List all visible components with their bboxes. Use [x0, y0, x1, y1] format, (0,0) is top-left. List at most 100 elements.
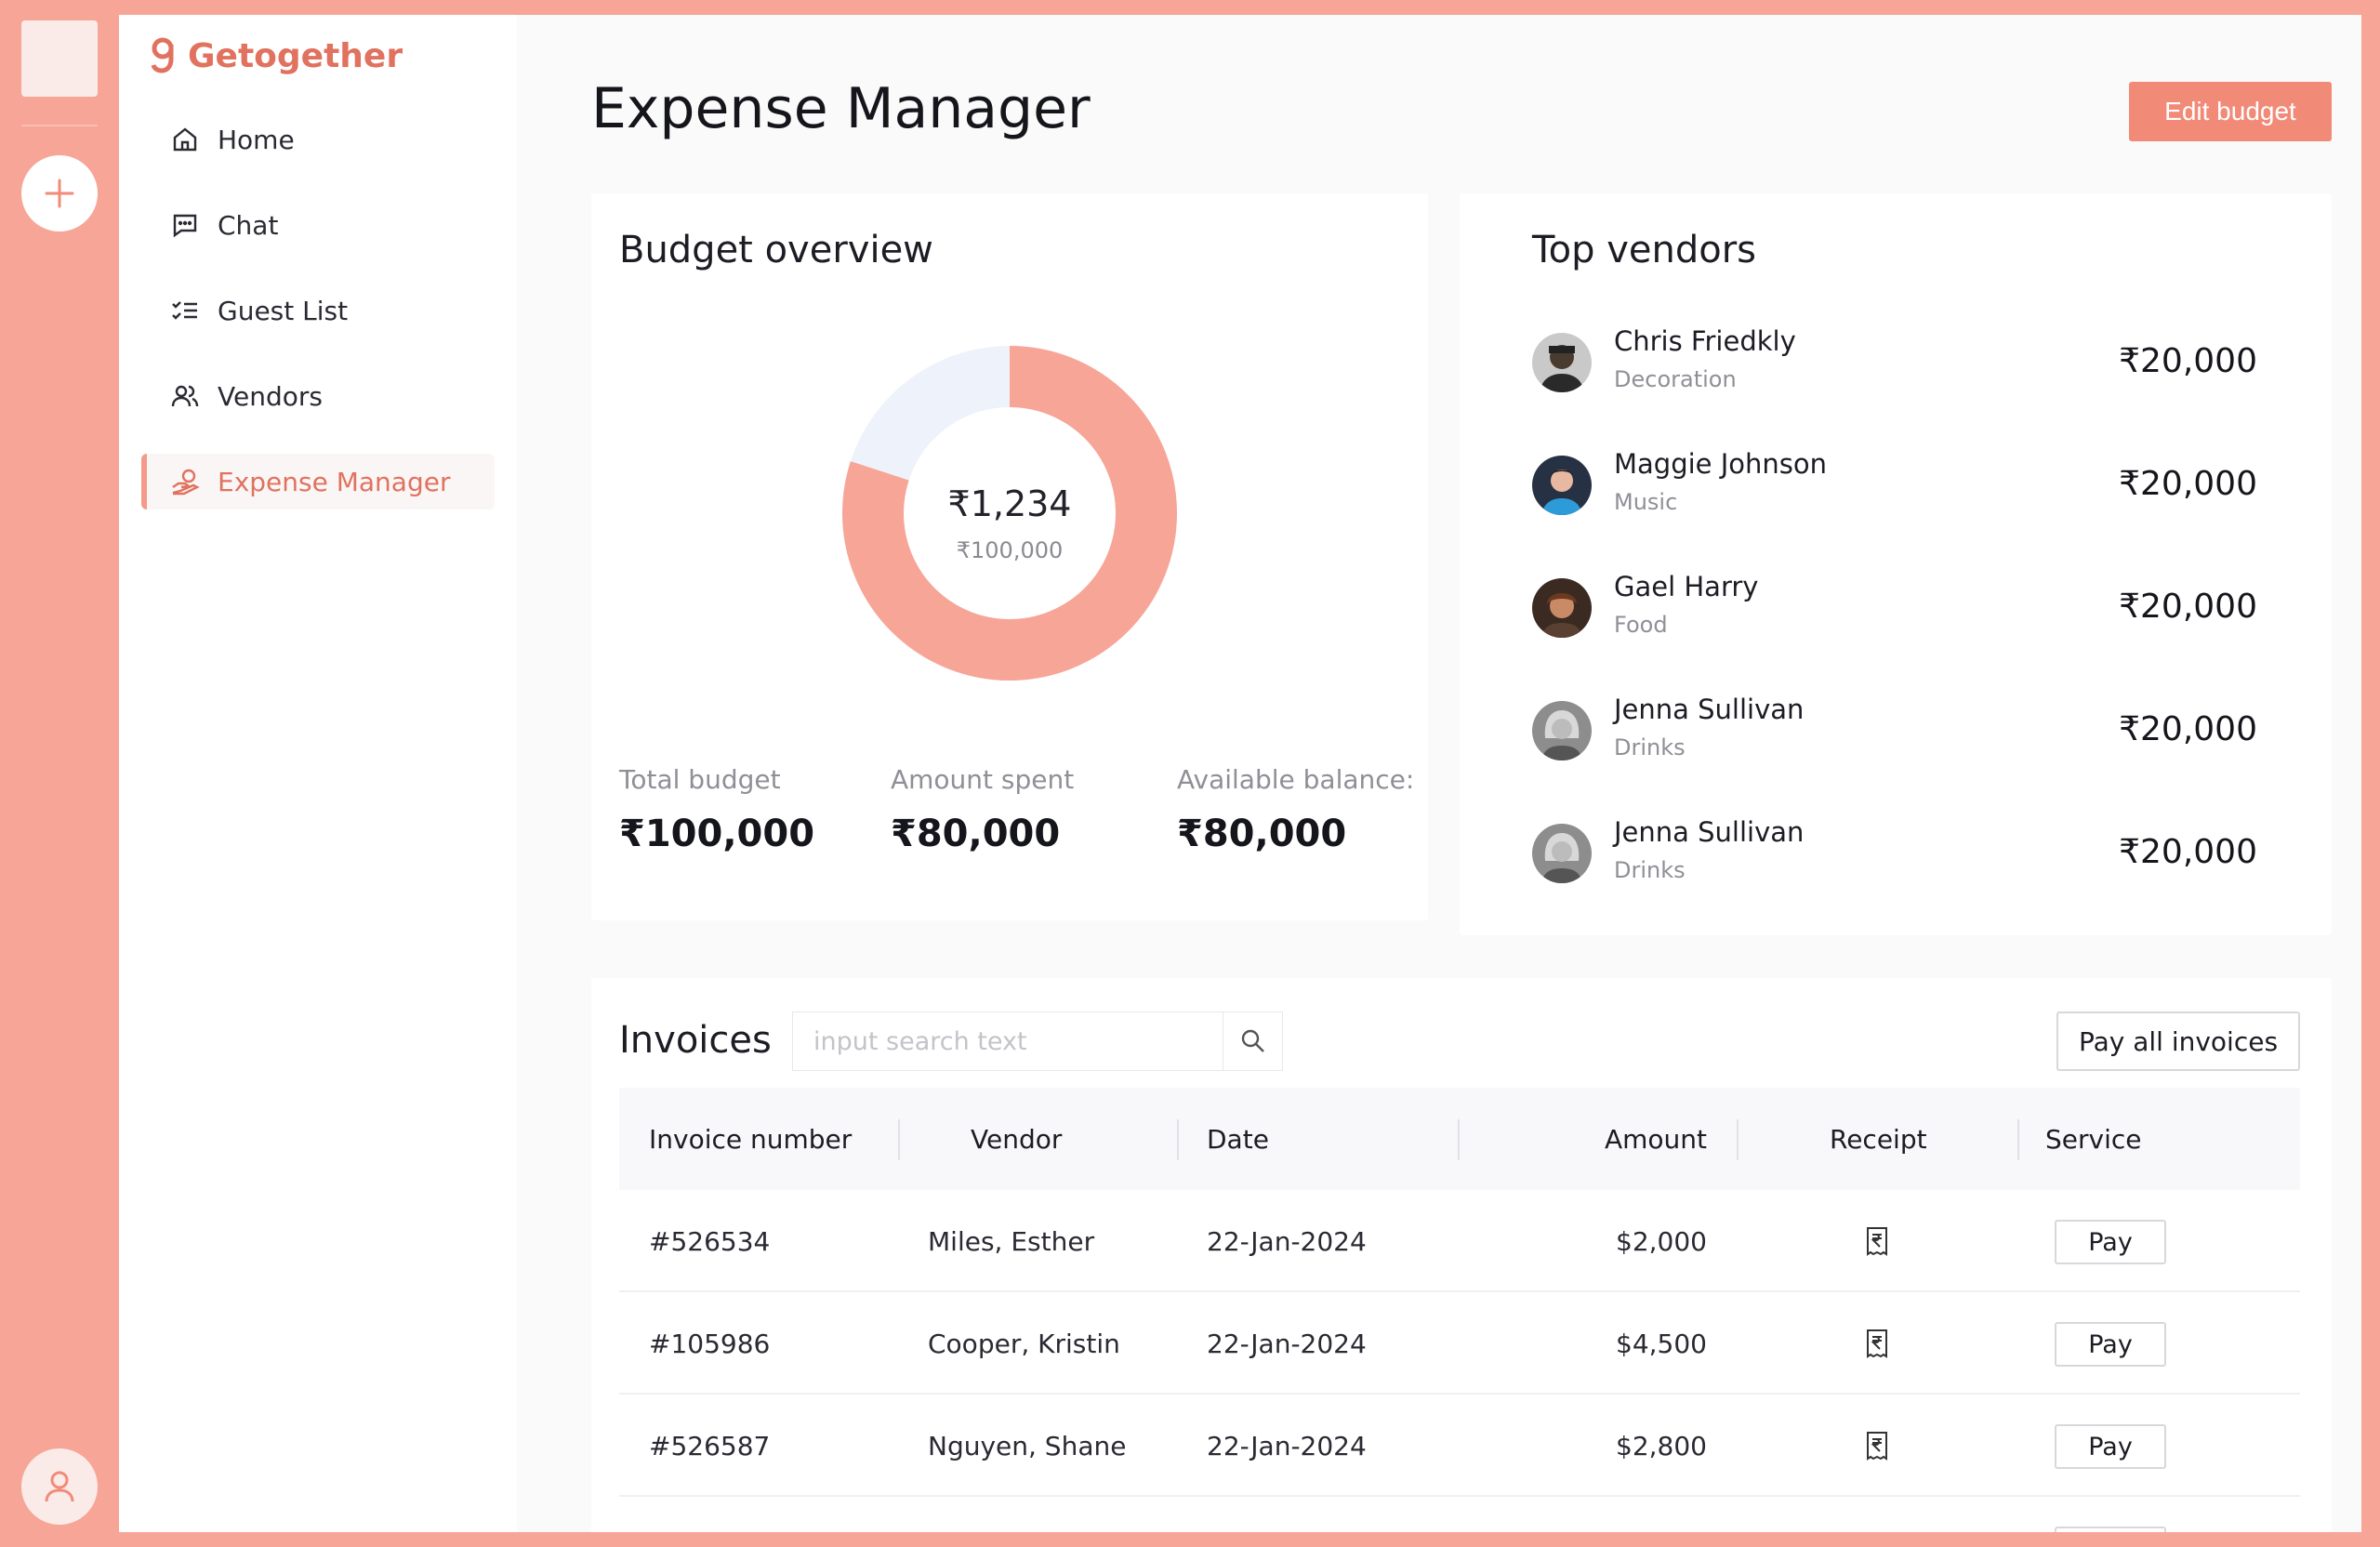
avatar: [1532, 333, 1592, 392]
sidebar: Getogether Home Chat Guest List Vendors …: [119, 15, 517, 1532]
vendor-row[interactable]: Gael Harry Food ₹20,000: [1532, 567, 2257, 651]
donut-center-total: ₹100,000: [956, 537, 1064, 563]
nav-item-label: Vendors: [218, 380, 323, 412]
app-rail: [0, 0, 119, 1547]
vendor-category: Drinks: [1614, 857, 1686, 883]
vendor-row[interactable]: Jenna Sullivan Drinks ₹20,000: [1532, 813, 2257, 896]
nav-item-label: Chat: [218, 209, 279, 241]
total-budget-label: Total budget: [619, 764, 781, 795]
table-row: [619, 1497, 2300, 1532]
rail-divider: [21, 125, 98, 126]
invoice-amount: $2,800: [1616, 1430, 1707, 1461]
invoice-number: #105986: [649, 1328, 771, 1359]
vendor-category: Music: [1614, 489, 1678, 515]
pay-button[interactable]: Pay: [2055, 1424, 2166, 1469]
available-balance-label: Available balance:: [1177, 764, 1415, 795]
invoices-card: Invoices Pay all invoices Invoice number…: [591, 978, 2332, 1532]
pay-button[interactable]: Pay: [2055, 1220, 2166, 1264]
invoice-date: 22-Jan-2024: [1207, 1430, 1367, 1461]
pay-button-partial[interactable]: [2055, 1527, 2166, 1532]
search-input[interactable]: [793, 1012, 1223, 1070]
nav-item-chat[interactable]: Chat: [141, 197, 495, 253]
donut-center-value: ₹1,234: [947, 483, 1072, 524]
home-icon: [169, 124, 201, 155]
nav-item-expense-manager[interactable]: Expense Manager: [141, 454, 495, 509]
column-header-invoice-number[interactable]: Invoice number: [649, 1123, 853, 1155]
column-divider: [1458, 1119, 1460, 1160]
invoice-search: [792, 1012, 1283, 1071]
avatar: [1532, 701, 1592, 760]
plus-icon: [45, 178, 74, 208]
amount-spent-label: Amount spent: [891, 764, 1075, 795]
main-content: Expense Manager Edit budget Budget overv…: [517, 15, 2361, 1532]
column-header-amount[interactable]: Amount: [1604, 1123, 1707, 1155]
vendor-name: Gael Harry: [1614, 571, 1759, 602]
nav-item-home[interactable]: Home: [141, 112, 495, 167]
vendor-name: Maggie Johnson: [1614, 448, 1828, 480]
pay-all-invoices-button[interactable]: Pay all invoices: [2056, 1012, 2300, 1071]
nav-item-vendors[interactable]: Vendors: [141, 368, 495, 424]
vendor-amount: ₹20,000: [2119, 588, 2257, 626]
amount-spent-value: ₹80,000: [891, 813, 1061, 855]
avatar: [1532, 578, 1592, 638]
vendor-row[interactable]: Chris Friedkly Decoration ₹20,000: [1532, 322, 2257, 405]
brand[interactable]: Getogether: [147, 35, 403, 76]
column-header-vendor[interactable]: Vendor: [971, 1123, 1063, 1155]
vendor-category: Decoration: [1614, 366, 1737, 392]
budget-overview-card: Budget overview ₹1,234 ₹100,000 Total bu…: [591, 193, 1428, 920]
app-window: Getogether Home Chat Guest List Vendors …: [119, 15, 2361, 1532]
column-divider: [2017, 1119, 2019, 1160]
receipt-icon[interactable]: [1863, 1292, 1891, 1395]
top-vendors-title: Top vendors: [1532, 229, 1756, 271]
search-button[interactable]: [1223, 1012, 1282, 1070]
invoice-number: #526587: [649, 1430, 771, 1461]
vendor-amount: ₹20,000: [2119, 710, 2257, 748]
table-header: Invoice number Vendor Date Amount Receip…: [619, 1088, 2300, 1190]
search-icon: [1241, 1029, 1264, 1052]
top-vendors-card: Top vendors Chris Friedkly Decoration ₹2…: [1460, 193, 2332, 935]
vendor-amount: ₹20,000: [2119, 833, 2257, 871]
total-budget-value: ₹100,000: [619, 813, 815, 855]
table-row: #526587 Nguyen, Shane 22-Jan-2024 $2,800…: [619, 1395, 2300, 1497]
invoice-vendor: Nguyen, Shane: [928, 1430, 1127, 1461]
brand-name: Getogether: [188, 36, 403, 75]
invoice-date: 22-Jan-2024: [1207, 1225, 1367, 1257]
profile-button[interactable]: [21, 1448, 98, 1525]
vendor-name: Chris Friedkly: [1614, 325, 1796, 357]
checklist-icon: [169, 295, 201, 326]
receipt-icon[interactable]: [1863, 1395, 1891, 1497]
page-title: Expense Manager: [591, 76, 1091, 141]
column-divider: [898, 1119, 900, 1160]
avatar: [1532, 824, 1592, 883]
users-icon: [169, 380, 201, 412]
invoice-amount: $4,500: [1616, 1328, 1707, 1359]
brand-logo-icon: [151, 37, 174, 73]
nav-item-label: Expense Manager: [218, 466, 451, 497]
chat-icon: [169, 209, 201, 241]
workspace-logo[interactable]: [21, 20, 98, 97]
pay-button[interactable]: Pay: [2055, 1322, 2166, 1367]
vendor-row[interactable]: Maggie Johnson Music ₹20,000: [1532, 444, 2257, 528]
vendor-row[interactable]: Jenna Sullivan Drinks ₹20,000: [1532, 690, 2257, 774]
nav-item-label: Guest List: [218, 295, 349, 326]
vendor-amount: ₹20,000: [2119, 342, 2257, 380]
user-icon: [45, 1471, 74, 1502]
column-header-service[interactable]: Service: [2045, 1123, 2142, 1155]
vendor-category: Food: [1614, 612, 1668, 638]
donut-spent-arc: [842, 346, 1177, 681]
add-workspace-button[interactable]: [21, 155, 98, 231]
nav-item-guest-list[interactable]: Guest List: [141, 283, 495, 338]
invoice-vendor: Miles, Esther: [928, 1225, 1095, 1257]
column-header-receipt[interactable]: Receipt: [1830, 1123, 1927, 1155]
vendor-name: Jenna Sullivan: [1614, 694, 1805, 725]
invoice-number: #526534: [649, 1225, 771, 1257]
vendor-name: Jenna Sullivan: [1614, 816, 1805, 848]
invoice-date: 22-Jan-2024: [1207, 1328, 1367, 1359]
edit-budget-button[interactable]: Edit budget: [2129, 82, 2332, 141]
invoice-vendor: Cooper, Kristin: [928, 1328, 1120, 1359]
vendor-category: Drinks: [1614, 734, 1686, 760]
receipt-icon[interactable]: [1863, 1190, 1891, 1292]
avatar: [1532, 456, 1592, 515]
table-row: #526534 Miles, Esther 22-Jan-2024 $2,000…: [619, 1190, 2300, 1292]
column-header-date[interactable]: Date: [1207, 1123, 1269, 1155]
